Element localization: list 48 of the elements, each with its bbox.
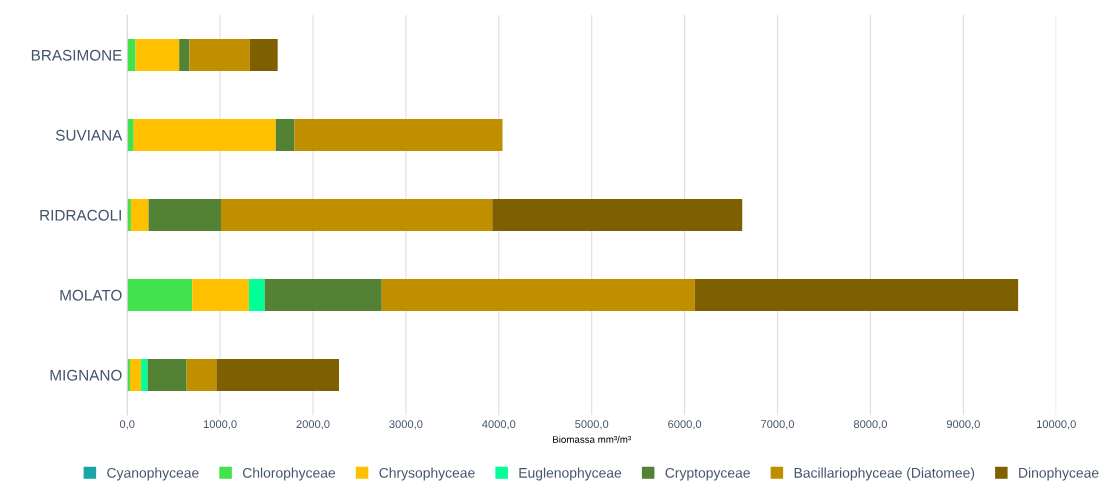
x-tick-label: 10000,0 <box>1037 420 1076 430</box>
y-tick-label: MOLATO <box>60 289 122 301</box>
bar <box>221 199 493 231</box>
legend-label: Cyanophyceae <box>107 467 199 481</box>
legend-label: Euglenophyceae <box>519 467 622 481</box>
bar <box>147 359 187 391</box>
x-tick-label: 1000,0 <box>203 420 237 430</box>
legend-label: Cryptopyceae <box>665 467 750 481</box>
bar <box>133 119 276 151</box>
bar <box>492 199 743 231</box>
bar <box>135 39 180 71</box>
bar <box>179 39 190 71</box>
x-tick-label: 5000,0 <box>575 420 609 430</box>
bar <box>694 279 1019 311</box>
y-tick-label: BRASIMONE <box>31 49 122 61</box>
bar <box>141 359 148 391</box>
x-tick-label: 4000,0 <box>482 420 516 430</box>
x-axis-title: Biomassa mm³/m³ <box>553 435 631 443</box>
legend-label: Chrysophyceae <box>379 467 475 481</box>
bar <box>248 279 265 311</box>
x-tick-label: 8000,0 <box>853 420 887 430</box>
bar <box>294 119 503 151</box>
bar <box>381 279 695 311</box>
legend-label: Dinophyceae <box>1019 467 1099 481</box>
x-tick-label: 0,0 <box>119 420 135 430</box>
y-tick-label: MIGNANO <box>50 369 122 381</box>
y-tick-label: SUVIANA <box>55 129 123 141</box>
x-tick-label: 7000,0 <box>761 420 795 430</box>
y-tick-label: RIDRACOLI <box>40 209 121 221</box>
legend-label: Bacillariophyceae (Diatomee) <box>794 467 975 481</box>
bar <box>275 119 295 151</box>
x-tick-label: 3000,0 <box>389 420 423 430</box>
bar <box>148 199 222 231</box>
bar <box>249 39 278 71</box>
legend-label: Chlorophyceae <box>242 467 336 481</box>
bar <box>192 279 249 311</box>
bar <box>264 279 382 311</box>
bar <box>189 39 250 71</box>
bar <box>127 39 136 71</box>
x-tick-label: 6000,0 <box>668 420 702 430</box>
x-tick-label: 9000,0 <box>946 420 980 430</box>
bar <box>129 359 142 391</box>
bar <box>130 199 149 231</box>
bar <box>216 359 340 391</box>
x-tick-label: 2000,0 <box>296 420 330 430</box>
bar <box>127 119 134 151</box>
bar <box>186 359 217 391</box>
bar <box>127 279 193 311</box>
